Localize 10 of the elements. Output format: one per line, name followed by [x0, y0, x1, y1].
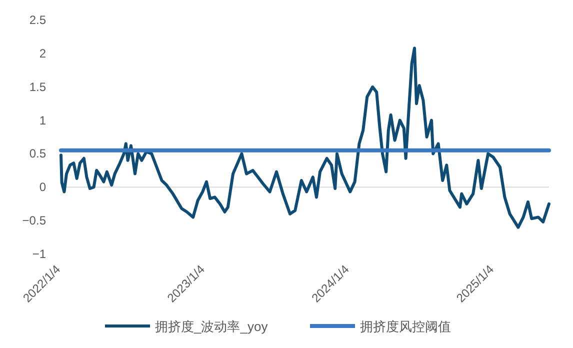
legend-label: 拥挤度_波动率_yoy	[155, 319, 268, 334]
y-tick-label: 2.5	[29, 13, 46, 27]
y-tick-label: 0	[39, 180, 46, 194]
y-tick-label: 2	[39, 46, 46, 60]
legend-label: 拥挤度风控阈值	[360, 319, 451, 334]
y-tick-label: 0.5	[29, 146, 46, 161]
y-tick-label: 1	[39, 113, 46, 128]
y-tick-label: −0.5	[22, 214, 46, 228]
y-tick-label: −1	[32, 247, 46, 261]
y-tick-label: 1.5	[29, 80, 46, 94]
